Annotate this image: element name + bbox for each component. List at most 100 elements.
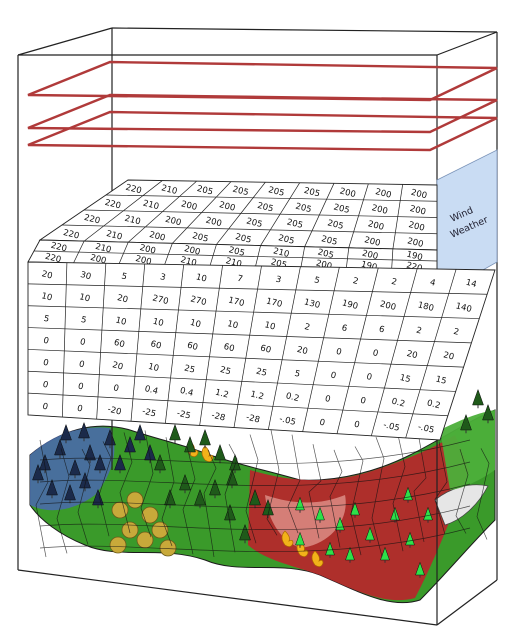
grid-cell-value: 10 [195, 272, 208, 284]
tree-icon [365, 526, 375, 543]
mesh-line [98, 441, 112, 537]
grid-cell-value: 20 [116, 293, 129, 305]
grid-cell-value: 200 [205, 216, 223, 230]
tree-icon [39, 453, 51, 474]
grid-cell-value: 220 [62, 228, 80, 242]
tree-icon [154, 453, 166, 474]
grid-col-line [233, 265, 262, 428]
box-edge [436, 579, 498, 626]
grid-cell-value: 200 [183, 244, 201, 258]
grid-cell-value: 6 [378, 324, 386, 335]
tree-icon [104, 428, 116, 449]
grid-cell-value: 210 [123, 214, 141, 228]
grid-cell-value: 7 [236, 274, 244, 285]
tree-icon [460, 413, 472, 434]
grid-cell-value: 0 [42, 336, 50, 347]
grid-cell-value: 210 [160, 183, 178, 197]
grid-cell-value: 25 [255, 367, 268, 379]
weather-layers [27, 60, 498, 152]
grid-cell-value: 60 [223, 342, 236, 354]
grid-cell-value: 205 [277, 233, 295, 247]
tree-icon [134, 423, 146, 444]
grid-col-line [254, 245, 261, 268]
grid-cell-value: 5 [120, 271, 128, 282]
mesh-line [39, 439, 471, 464]
grid-col-line [405, 269, 457, 439]
tree-icon [345, 546, 355, 563]
grid-col-line [164, 243, 173, 266]
fire-icon [201, 445, 214, 462]
tree-icon [239, 523, 251, 544]
grid-cell-value: 200 [180, 199, 198, 213]
grid-cell-value: 200 [338, 187, 356, 201]
mesh-line [287, 434, 301, 534]
grid-cell-value: 20 [406, 349, 419, 361]
grid-cell-value: 5 [293, 369, 301, 380]
grid-cell-value: 200 [164, 215, 182, 229]
grid-col-line [127, 180, 197, 243]
grid-col-line [267, 266, 301, 430]
box-edge [111, 27, 498, 33]
grid-col-line [336, 267, 379, 434]
grid-col-line [164, 264, 185, 424]
grid-cell-value: 140 [455, 301, 473, 315]
grid-col-line [345, 247, 350, 270]
fire-icon [311, 550, 324, 567]
grid-cell-value: 220 [50, 241, 68, 255]
grid-cell-value: 270 [189, 294, 207, 308]
grid-cell-value: 2 [415, 326, 423, 337]
mesh-line [56, 448, 70, 554]
tree-icon [199, 428, 211, 449]
tree-icon [325, 541, 335, 558]
tree-icon [423, 506, 433, 523]
mesh-line [39, 505, 471, 530]
grid-cell-value: 0 [41, 402, 49, 413]
mesh-line [329, 449, 343, 548]
grid-cell-value: 60 [259, 343, 272, 355]
terrain-burned-area [248, 435, 470, 601]
grid-cell-value: -28 [245, 413, 261, 426]
mesh-line [77, 448, 91, 545]
grid-col-line [130, 263, 146, 422]
mesh-line [371, 436, 385, 557]
grid-cell-value: 210 [272, 246, 290, 260]
grid-col-line [392, 184, 404, 249]
grid-cell-value: 5 [80, 315, 88, 326]
grid-cell-value: 200 [139, 243, 157, 257]
grid-cell-value: 0 [42, 358, 50, 369]
mesh-line [161, 437, 175, 547]
grid-cell-value: 205 [332, 202, 350, 216]
mesh-line [35, 439, 49, 558]
tree-icon [209, 478, 221, 499]
tree-icon [69, 458, 81, 479]
tree-icon [249, 488, 261, 509]
tree-icon [114, 453, 126, 474]
grid-cell-value: 200 [407, 220, 425, 234]
grid-cell-value: 5 [313, 275, 321, 286]
weather-layer-1 [27, 60, 498, 102]
grid-cell-value: 10 [114, 316, 127, 328]
grid-cell-value: 0 [79, 337, 87, 348]
grid-cell-value: 200 [367, 219, 385, 233]
grid-cell-value: 210 [94, 242, 112, 256]
grid-cell-value: 1.2 [214, 388, 230, 401]
grid-cell-value: 0.4 [179, 386, 195, 399]
mesh-line [350, 446, 364, 556]
grid-cell-value: 15 [435, 375, 448, 387]
tree-icon [194, 488, 206, 509]
tree-icon [169, 423, 181, 444]
fire-icon [281, 530, 294, 547]
terrain-grass-right [440, 410, 495, 490]
grid-cell-value: 0 [365, 372, 373, 383]
grid-col-line [199, 265, 223, 426]
shrub-icon [121, 521, 139, 539]
grid-col-line [172, 181, 232, 244]
grid-cell-value: 210 [105, 229, 123, 243]
grid-col-line [209, 244, 217, 267]
wind-weather-panel: Wind Weather [436, 149, 498, 297]
grid-cell-value: 20 [296, 345, 309, 357]
grid-cell-value: 0.2 [426, 398, 442, 411]
mesh-line [413, 432, 427, 542]
